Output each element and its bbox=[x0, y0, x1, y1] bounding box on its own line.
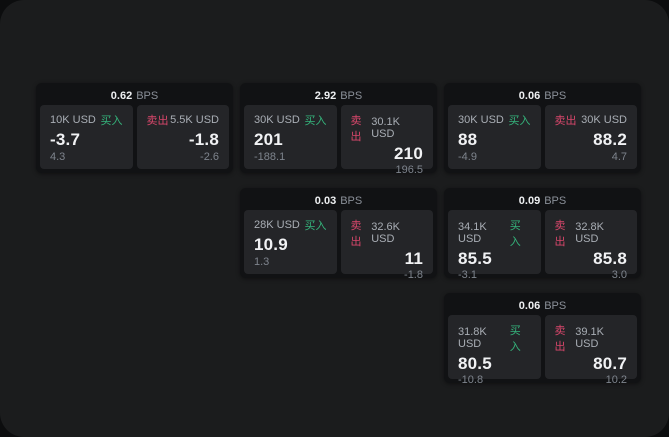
card-header: 0.06 BPS bbox=[448, 87, 637, 105]
quote-card: 0.09 BPS 34.1K USD 买入 85.5 -3.1 卖出 32.8K… bbox=[444, 188, 641, 281]
quote-card: 0.03 BPS 28K USD 买入 10.9 1.3 卖出 32.6K US… bbox=[240, 188, 437, 281]
bps-unit: BPS bbox=[340, 195, 363, 207]
buy-amount: 31.8K USD bbox=[458, 326, 487, 350]
buy-change: -10.8 bbox=[458, 374, 484, 386]
buy-panel[interactable]: 30K USD 买入 88 -4.9 bbox=[448, 105, 541, 169]
sell-amount: 5.5K USD bbox=[170, 114, 219, 126]
buy-side-label: 买入 bbox=[509, 220, 521, 248]
buy-amount: 10K USD bbox=[50, 114, 96, 126]
buy-side-label: 买入 bbox=[509, 325, 521, 353]
bps-value: 2.92 bbox=[314, 90, 337, 102]
panels: 28K USD 买入 10.9 1.3 卖出 32.6K USD 11 -1.8 bbox=[244, 210, 433, 281]
buy-price: 88 bbox=[458, 129, 478, 149]
buy-side-label: 买入 bbox=[304, 115, 327, 127]
bps-unit: BPS bbox=[544, 90, 567, 102]
quote-card: 0.06 BPS 31.8K USD 买入 80.5 -10.8 卖出 39.1… bbox=[444, 293, 641, 386]
sell-price: -1.8 bbox=[188, 129, 219, 149]
card-header: 0.09 BPS bbox=[448, 192, 637, 210]
sell-side-label: 卖出 bbox=[554, 115, 577, 127]
sell-side-label: 卖出 bbox=[350, 220, 362, 248]
sell-panel[interactable]: 卖出 30K USD 88.2 4.7 bbox=[544, 105, 637, 169]
panels: 10K USD 买入 -3.7 4.3 卖出 5.5K USD -1.8 -2.… bbox=[40, 105, 229, 169]
buy-change: -188.1 bbox=[254, 151, 286, 163]
sell-side-label: 卖出 bbox=[554, 220, 566, 248]
buy-panel[interactable]: 28K USD 买入 10.9 1.3 bbox=[244, 210, 337, 274]
buy-change: -4.9 bbox=[458, 151, 477, 163]
bps-value: 0.03 bbox=[314, 195, 337, 207]
panels: 31.8K USD 买入 80.5 -10.8 卖出 39.1K USD 80.… bbox=[448, 315, 637, 386]
panels: 30K USD 买入 88 -4.9 卖出 30K USD 88.2 4.7 bbox=[448, 105, 637, 169]
buy-side-label: 买入 bbox=[100, 115, 123, 127]
card-header: 0.62 BPS bbox=[40, 87, 229, 105]
buy-amount: 28K USD bbox=[254, 219, 300, 231]
sell-panel[interactable]: 卖出 32.6K USD 11 -1.8 bbox=[340, 210, 433, 281]
bps-unit: BPS bbox=[340, 90, 363, 102]
panels: 30K USD 买入 201 -188.1 卖出 30.1K USD 210 1… bbox=[244, 105, 433, 176]
buy-price: 85.5 bbox=[458, 249, 492, 268]
sell-panel[interactable]: 卖出 5.5K USD -1.8 -2.6 bbox=[136, 105, 229, 169]
bps-value: 0.09 bbox=[518, 195, 541, 207]
buy-panel[interactable]: 31.8K USD 买入 80.5 -10.8 bbox=[448, 315, 541, 386]
panels: 34.1K USD 买入 85.5 -3.1 卖出 32.8K USD 85.8… bbox=[448, 210, 637, 281]
quote-card: 0.62 BPS 10K USD 买入 -3.7 4.3 卖出 5.5K USD… bbox=[36, 83, 233, 173]
bps-unit: BPS bbox=[136, 90, 159, 102]
sell-change: 10.2 bbox=[605, 374, 627, 386]
buy-price: 80.5 bbox=[458, 354, 492, 373]
bps-value: 0.06 bbox=[518, 90, 541, 102]
buy-change: 4.3 bbox=[50, 151, 66, 163]
card-header: 0.06 BPS bbox=[448, 297, 637, 315]
sell-change: 4.7 bbox=[611, 151, 627, 163]
buy-panel[interactable]: 30K USD 买入 201 -188.1 bbox=[244, 105, 337, 169]
bps-unit: BPS bbox=[544, 195, 567, 207]
sell-price: 85.8 bbox=[593, 249, 627, 268]
bps-unit: BPS bbox=[544, 300, 567, 312]
buy-amount: 30K USD bbox=[458, 114, 504, 126]
buy-change: 1.3 bbox=[254, 256, 270, 268]
sell-panel[interactable]: 卖出 39.1K USD 80.7 10.2 bbox=[544, 315, 637, 386]
bps-value: 0.06 bbox=[518, 300, 541, 312]
sell-side-label: 卖出 bbox=[554, 325, 566, 353]
buy-price: 10.9 bbox=[254, 234, 288, 254]
card-header: 0.03 BPS bbox=[244, 192, 433, 210]
buy-side-label: 买入 bbox=[304, 220, 327, 232]
sell-amount: 30K USD bbox=[581, 114, 627, 126]
sell-price: 88.2 bbox=[593, 129, 627, 149]
sell-amount: 30.1K USD bbox=[371, 116, 400, 140]
bps-value: 0.62 bbox=[110, 90, 133, 102]
sell-panel[interactable]: 卖出 32.8K USD 85.8 3.0 bbox=[544, 210, 637, 281]
quote-card: 0.06 BPS 30K USD 买入 88 -4.9 卖出 30K USD 8… bbox=[444, 83, 641, 173]
sell-panel[interactable]: 卖出 30.1K USD 210 196.5 bbox=[340, 105, 433, 176]
sell-change: 196.5 bbox=[395, 164, 423, 176]
sell-amount: 32.8K USD bbox=[575, 221, 604, 245]
buy-side-label: 买入 bbox=[508, 115, 531, 127]
card-header: 2.92 BPS bbox=[244, 87, 433, 105]
quote-card: 2.92 BPS 30K USD 买入 201 -188.1 卖出 30.1K … bbox=[240, 83, 437, 176]
sell-amount: 39.1K USD bbox=[575, 326, 604, 350]
buy-price: -3.7 bbox=[50, 129, 81, 149]
buy-panel[interactable]: 34.1K USD 买入 85.5 -3.1 bbox=[448, 210, 541, 281]
sell-price: 210 bbox=[394, 144, 423, 163]
sell-change: -1.8 bbox=[404, 269, 423, 281]
buy-panel[interactable]: 10K USD 买入 -3.7 4.3 bbox=[40, 105, 133, 169]
sell-price: 80.7 bbox=[593, 354, 627, 373]
sell-change: 3.0 bbox=[611, 269, 627, 281]
sell-amount: 32.6K USD bbox=[371, 221, 400, 245]
buy-change: -3.1 bbox=[458, 269, 477, 281]
sell-change: -2.6 bbox=[200, 151, 219, 163]
buy-price: 201 bbox=[254, 129, 283, 149]
buy-amount: 30K USD bbox=[254, 114, 300, 126]
sell-side-label: 卖出 bbox=[350, 115, 362, 143]
sell-price: 11 bbox=[404, 249, 423, 268]
sell-side-label: 卖出 bbox=[146, 115, 169, 127]
buy-amount: 34.1K USD bbox=[458, 221, 487, 245]
